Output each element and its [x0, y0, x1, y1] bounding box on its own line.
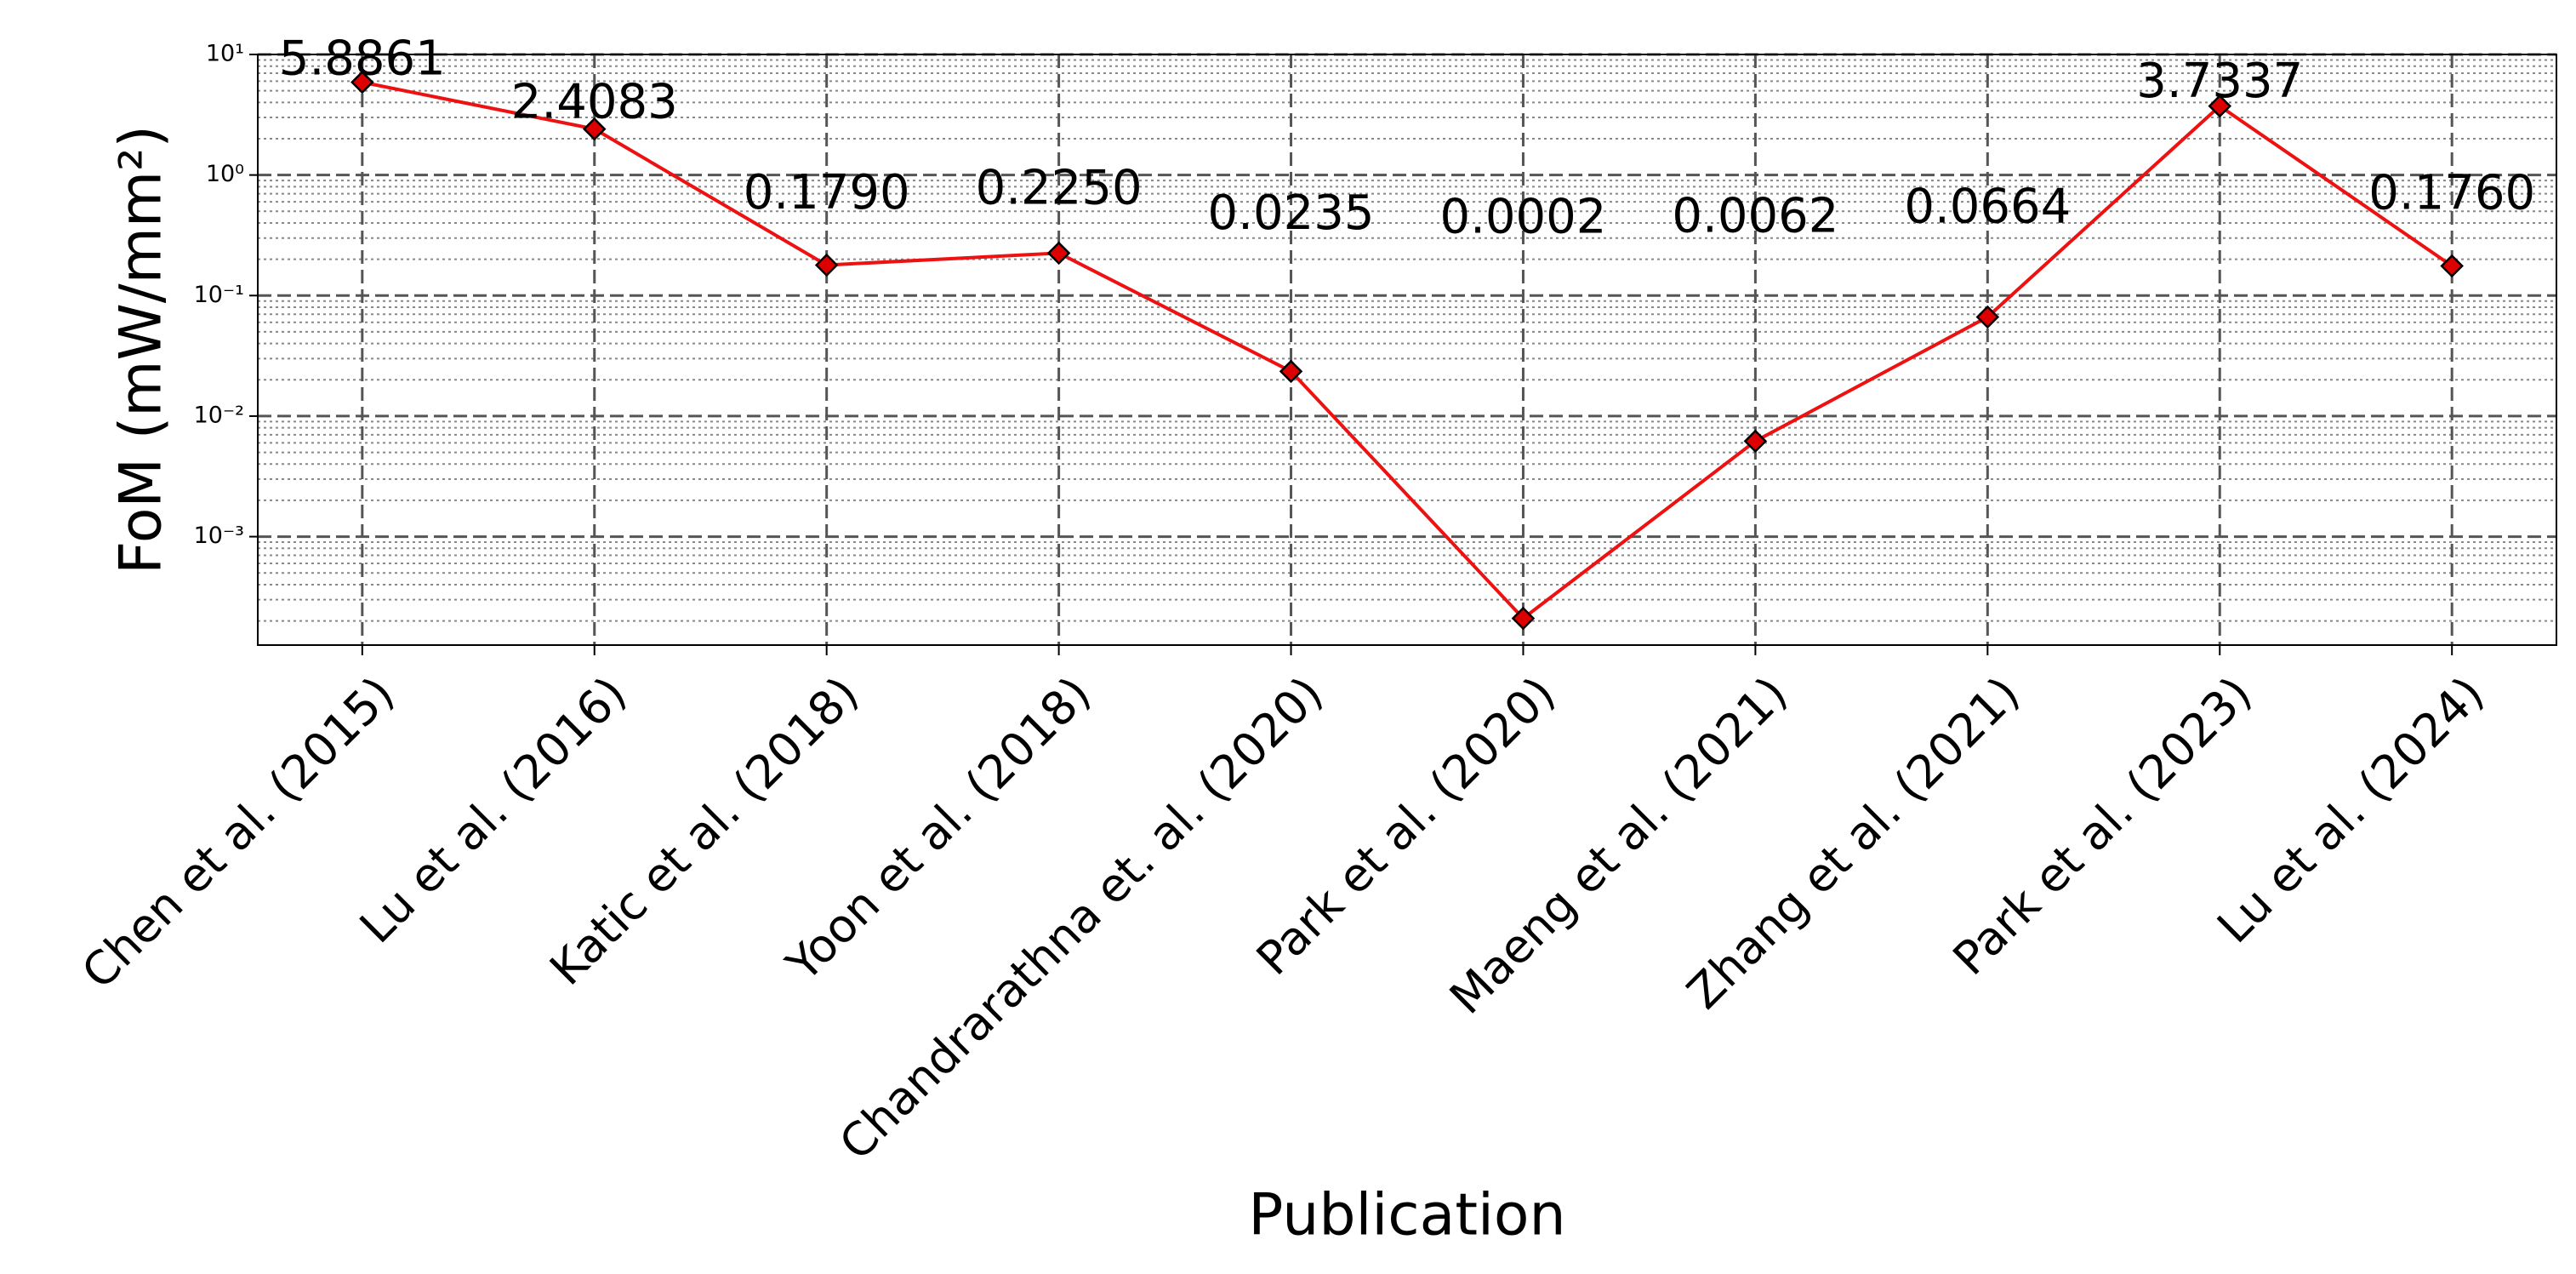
- y-axis-label: FoM (mW/mm²): [108, 125, 175, 574]
- value-label: 0.1760: [2368, 165, 2535, 220]
- data-point: [350, 70, 374, 94]
- data-line: [362, 80, 2453, 621]
- x-axis-label: Publication: [1248, 1182, 1565, 1249]
- value-label: 2.4083: [511, 74, 678, 129]
- y-tick-label: 10⁰: [206, 161, 244, 187]
- data-point: [1743, 429, 1768, 454]
- value-label: 0.0235: [1208, 186, 1375, 241]
- data-point: [2208, 94, 2232, 118]
- data-point: [2440, 254, 2464, 278]
- x-tick-label: Chandrarathna et. al. (2020): [829, 666, 1333, 1170]
- data-point: [1046, 241, 1071, 266]
- value-label: 0.1790: [744, 165, 910, 220]
- value-label: 0.0002: [1439, 190, 1606, 245]
- data-point: [814, 253, 839, 277]
- y-tick-label: 10¹: [206, 41, 244, 67]
- data-point: [1279, 359, 1303, 384]
- value-label: 0.0062: [1672, 188, 1838, 243]
- data-point: [1975, 305, 2000, 329]
- y-tick-label: 10⁻¹: [194, 282, 244, 308]
- x-tick-label: Chen et al. (2015): [71, 666, 404, 999]
- value-label: 0.0664: [1904, 179, 2071, 234]
- value-label: 3.7337: [2136, 54, 2303, 109]
- value-label: 0.2250: [976, 160, 1143, 215]
- data-point: [1511, 606, 1536, 631]
- y-tick-label: 10⁻³: [194, 523, 244, 549]
- plot-frame: [257, 54, 2557, 646]
- data-point: [582, 117, 607, 141]
- y-tick-label: 10⁻²: [194, 402, 244, 428]
- value-label: 5.8861: [279, 31, 446, 87]
